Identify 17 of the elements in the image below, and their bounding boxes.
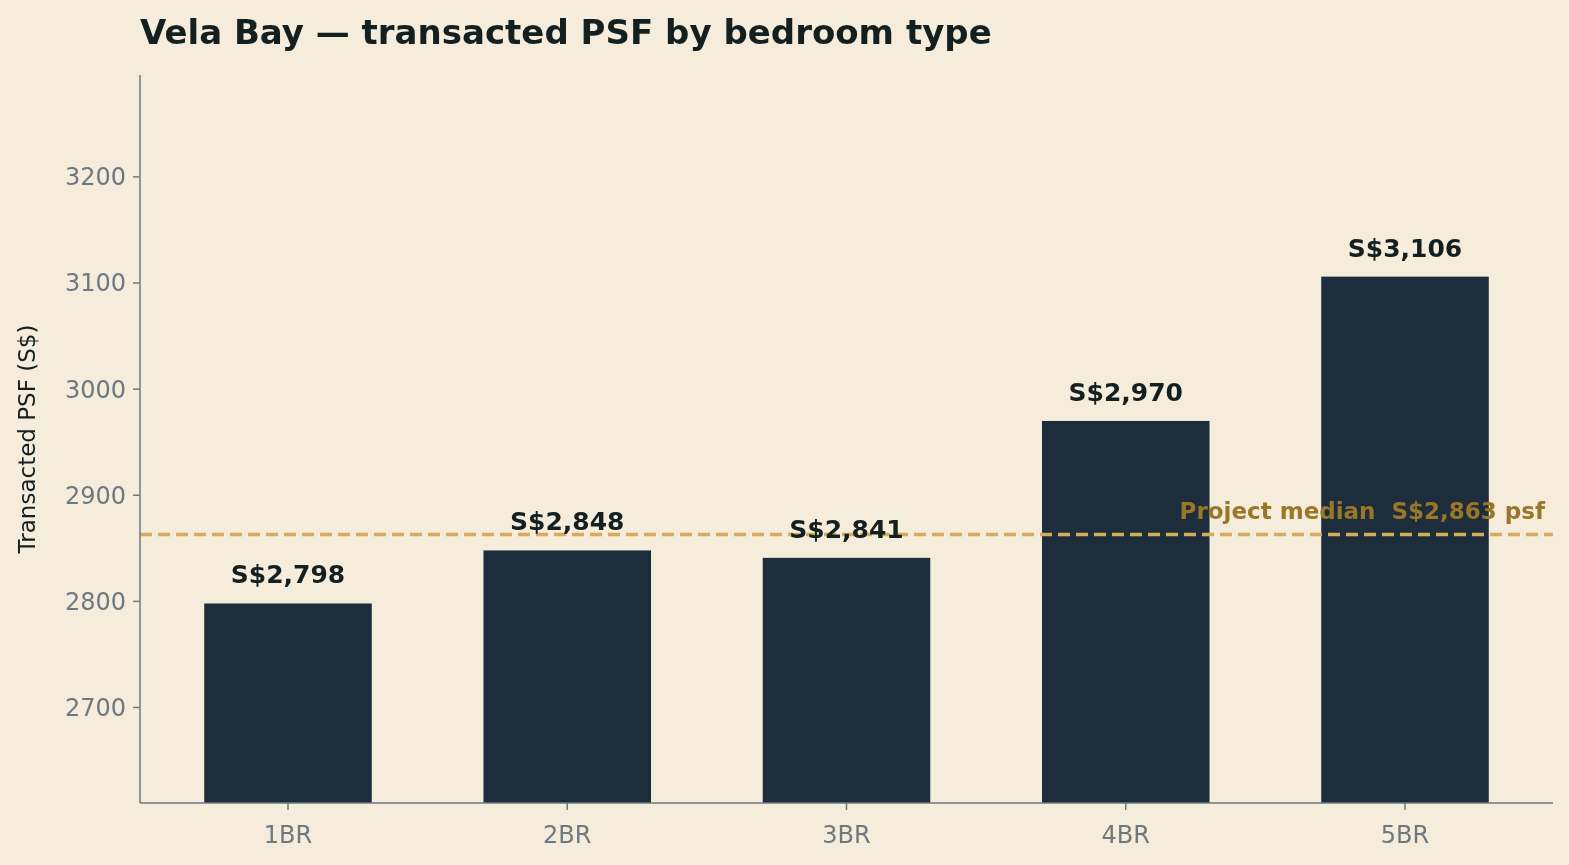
- y-tick-label: 2700: [64, 693, 126, 722]
- x-tick-label: 4BR: [1101, 821, 1150, 849]
- data-label: S$2,848: [510, 507, 625, 537]
- data-label: S$2,970: [1068, 377, 1183, 407]
- y-tick-label: 2900: [64, 481, 126, 510]
- x-tick-label: 5BR: [1380, 821, 1430, 849]
- y-tick-label: 2800: [64, 587, 126, 616]
- x-tick-label: 2BR: [543, 821, 592, 849]
- y-tick-label: 3200: [64, 163, 126, 192]
- y-tick-label: 3000: [64, 375, 126, 404]
- data-label: S$3,106: [1347, 233, 1463, 263]
- x-tick-label: 3BR: [822, 821, 871, 849]
- chart-title: Vela Bay — transacted PSF by bedroom type: [140, 12, 992, 52]
- data-label: S$2,798: [230, 560, 346, 590]
- x-tick-label: 1BR: [263, 821, 313, 849]
- y-axis-title: Transacted PSF (S$): [14, 324, 40, 555]
- y-tick-label: 3100: [64, 269, 126, 298]
